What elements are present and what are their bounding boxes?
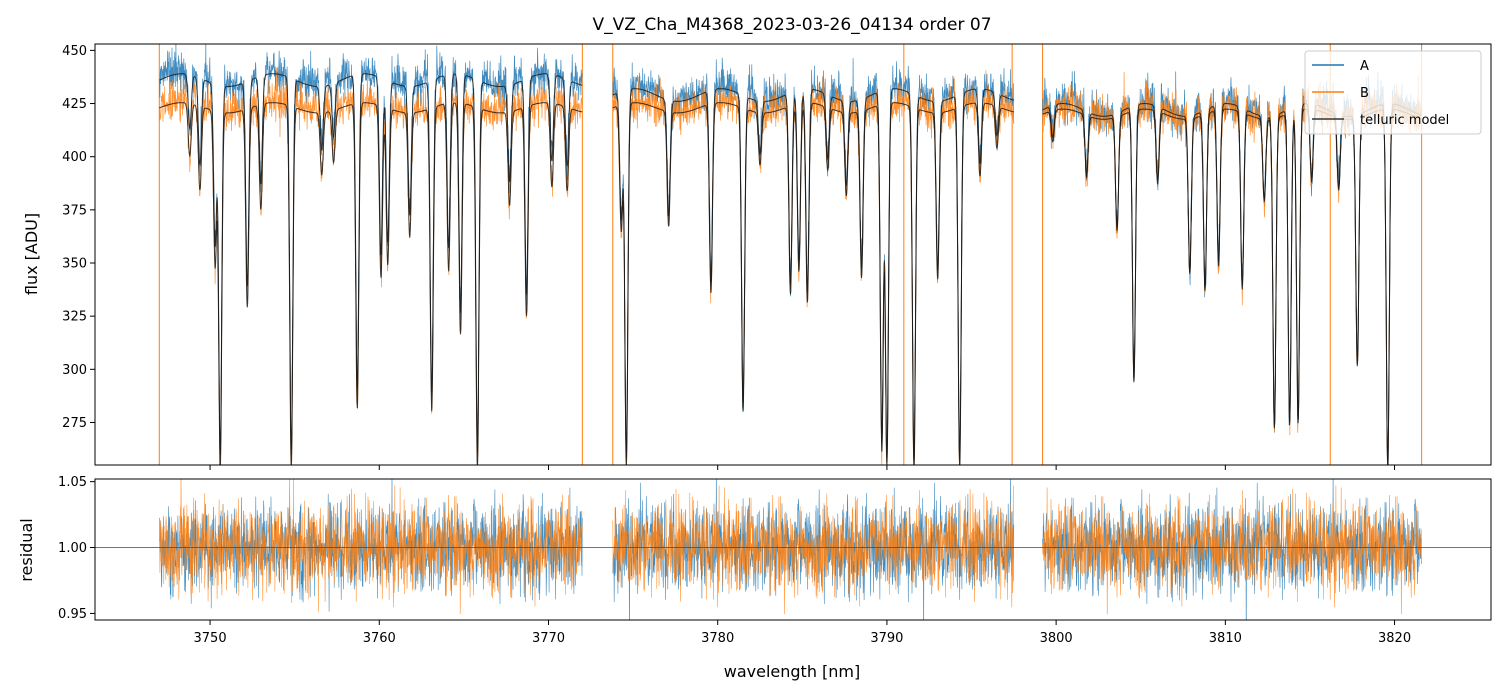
residual-y-axis: 0.95 1.00 1.05 <box>58 475 95 622</box>
residual-x-tick-label: 3810 <box>1209 631 1242 646</box>
residual-b-line <box>612 485 1015 615</box>
residual-x-tick-label: 3750 <box>194 631 227 646</box>
residual-x-axis: 3750 3760 3770 3780 3790 3800 3810 3820 <box>194 620 1411 646</box>
flux-y-tick-label: 275 <box>62 416 87 431</box>
legend-label-b: B <box>1360 86 1369 101</box>
series-b-line <box>158 67 583 465</box>
legend: A B telluric model <box>1304 50 1482 135</box>
residual-x-tick-label: 3780 <box>701 631 734 646</box>
telluric-model-b-line <box>612 102 1014 465</box>
residual-y-tick-label: 1.00 <box>58 541 87 556</box>
flux-y-axis-label: flux [ADU] <box>22 213 41 295</box>
residual-y-axis-label: residual <box>17 518 36 581</box>
flux-y-tick-label: 425 <box>62 97 87 112</box>
residual-b-line <box>1042 485 1422 615</box>
legend-label-model: telluric model <box>1360 113 1449 128</box>
flux-panel: 275 300 325 350 375 400 425 450 flux [ADU] A B … <box>22 43 1492 470</box>
telluric-model-a-line <box>1042 103 1422 465</box>
series-b-line <box>612 70 1015 465</box>
residual-y-tick-label: 1.05 <box>58 475 87 490</box>
residual-x-tick-label: 3760 <box>363 631 396 646</box>
flux-y-tick-label: 325 <box>62 310 87 325</box>
flux-y-tick-label: 375 <box>62 203 87 218</box>
flux-y-axis: 275 300 325 350 375 400 425 450 <box>62 44 95 431</box>
residual-plot-frame <box>94 478 1492 621</box>
flux-y-tick-label: 350 <box>62 257 87 272</box>
residual-x-tick-label: 3770 <box>532 631 565 646</box>
flux-y-tick-label: 400 <box>62 150 87 165</box>
flux-x-axis <box>209 465 1396 470</box>
residual-x-tick-label: 3790 <box>870 631 903 646</box>
flux-plot-frame <box>94 43 1492 466</box>
telluric-model-b-line <box>159 102 583 465</box>
telluric-model-a-line <box>612 88 1014 460</box>
telluric-model-a-line <box>159 73 583 455</box>
x-axis-label: wavelength [nm] <box>724 662 861 681</box>
flux-y-tick-label: 450 <box>62 44 87 59</box>
residual-b-line <box>159 479 583 615</box>
residual-x-tick-label: 3820 <box>1378 631 1411 646</box>
residual-x-tick-label: 3800 <box>1040 631 1073 646</box>
legend-label-a: A <box>1360 59 1369 74</box>
residual-panel: 0.95 1.00 1.05 3750 3760 3770 3780 3790 3800 381… <box>17 475 1492 681</box>
chart-title: V_VZ_Cha_M4368_2023-03-26_04134 order 07 <box>592 15 991 35</box>
telluric-model-b-line <box>1042 108 1422 465</box>
flux-y-tick-label: 300 <box>62 363 87 378</box>
residual-y-tick-label: 0.95 <box>58 607 87 622</box>
legend-box <box>1304 50 1482 135</box>
